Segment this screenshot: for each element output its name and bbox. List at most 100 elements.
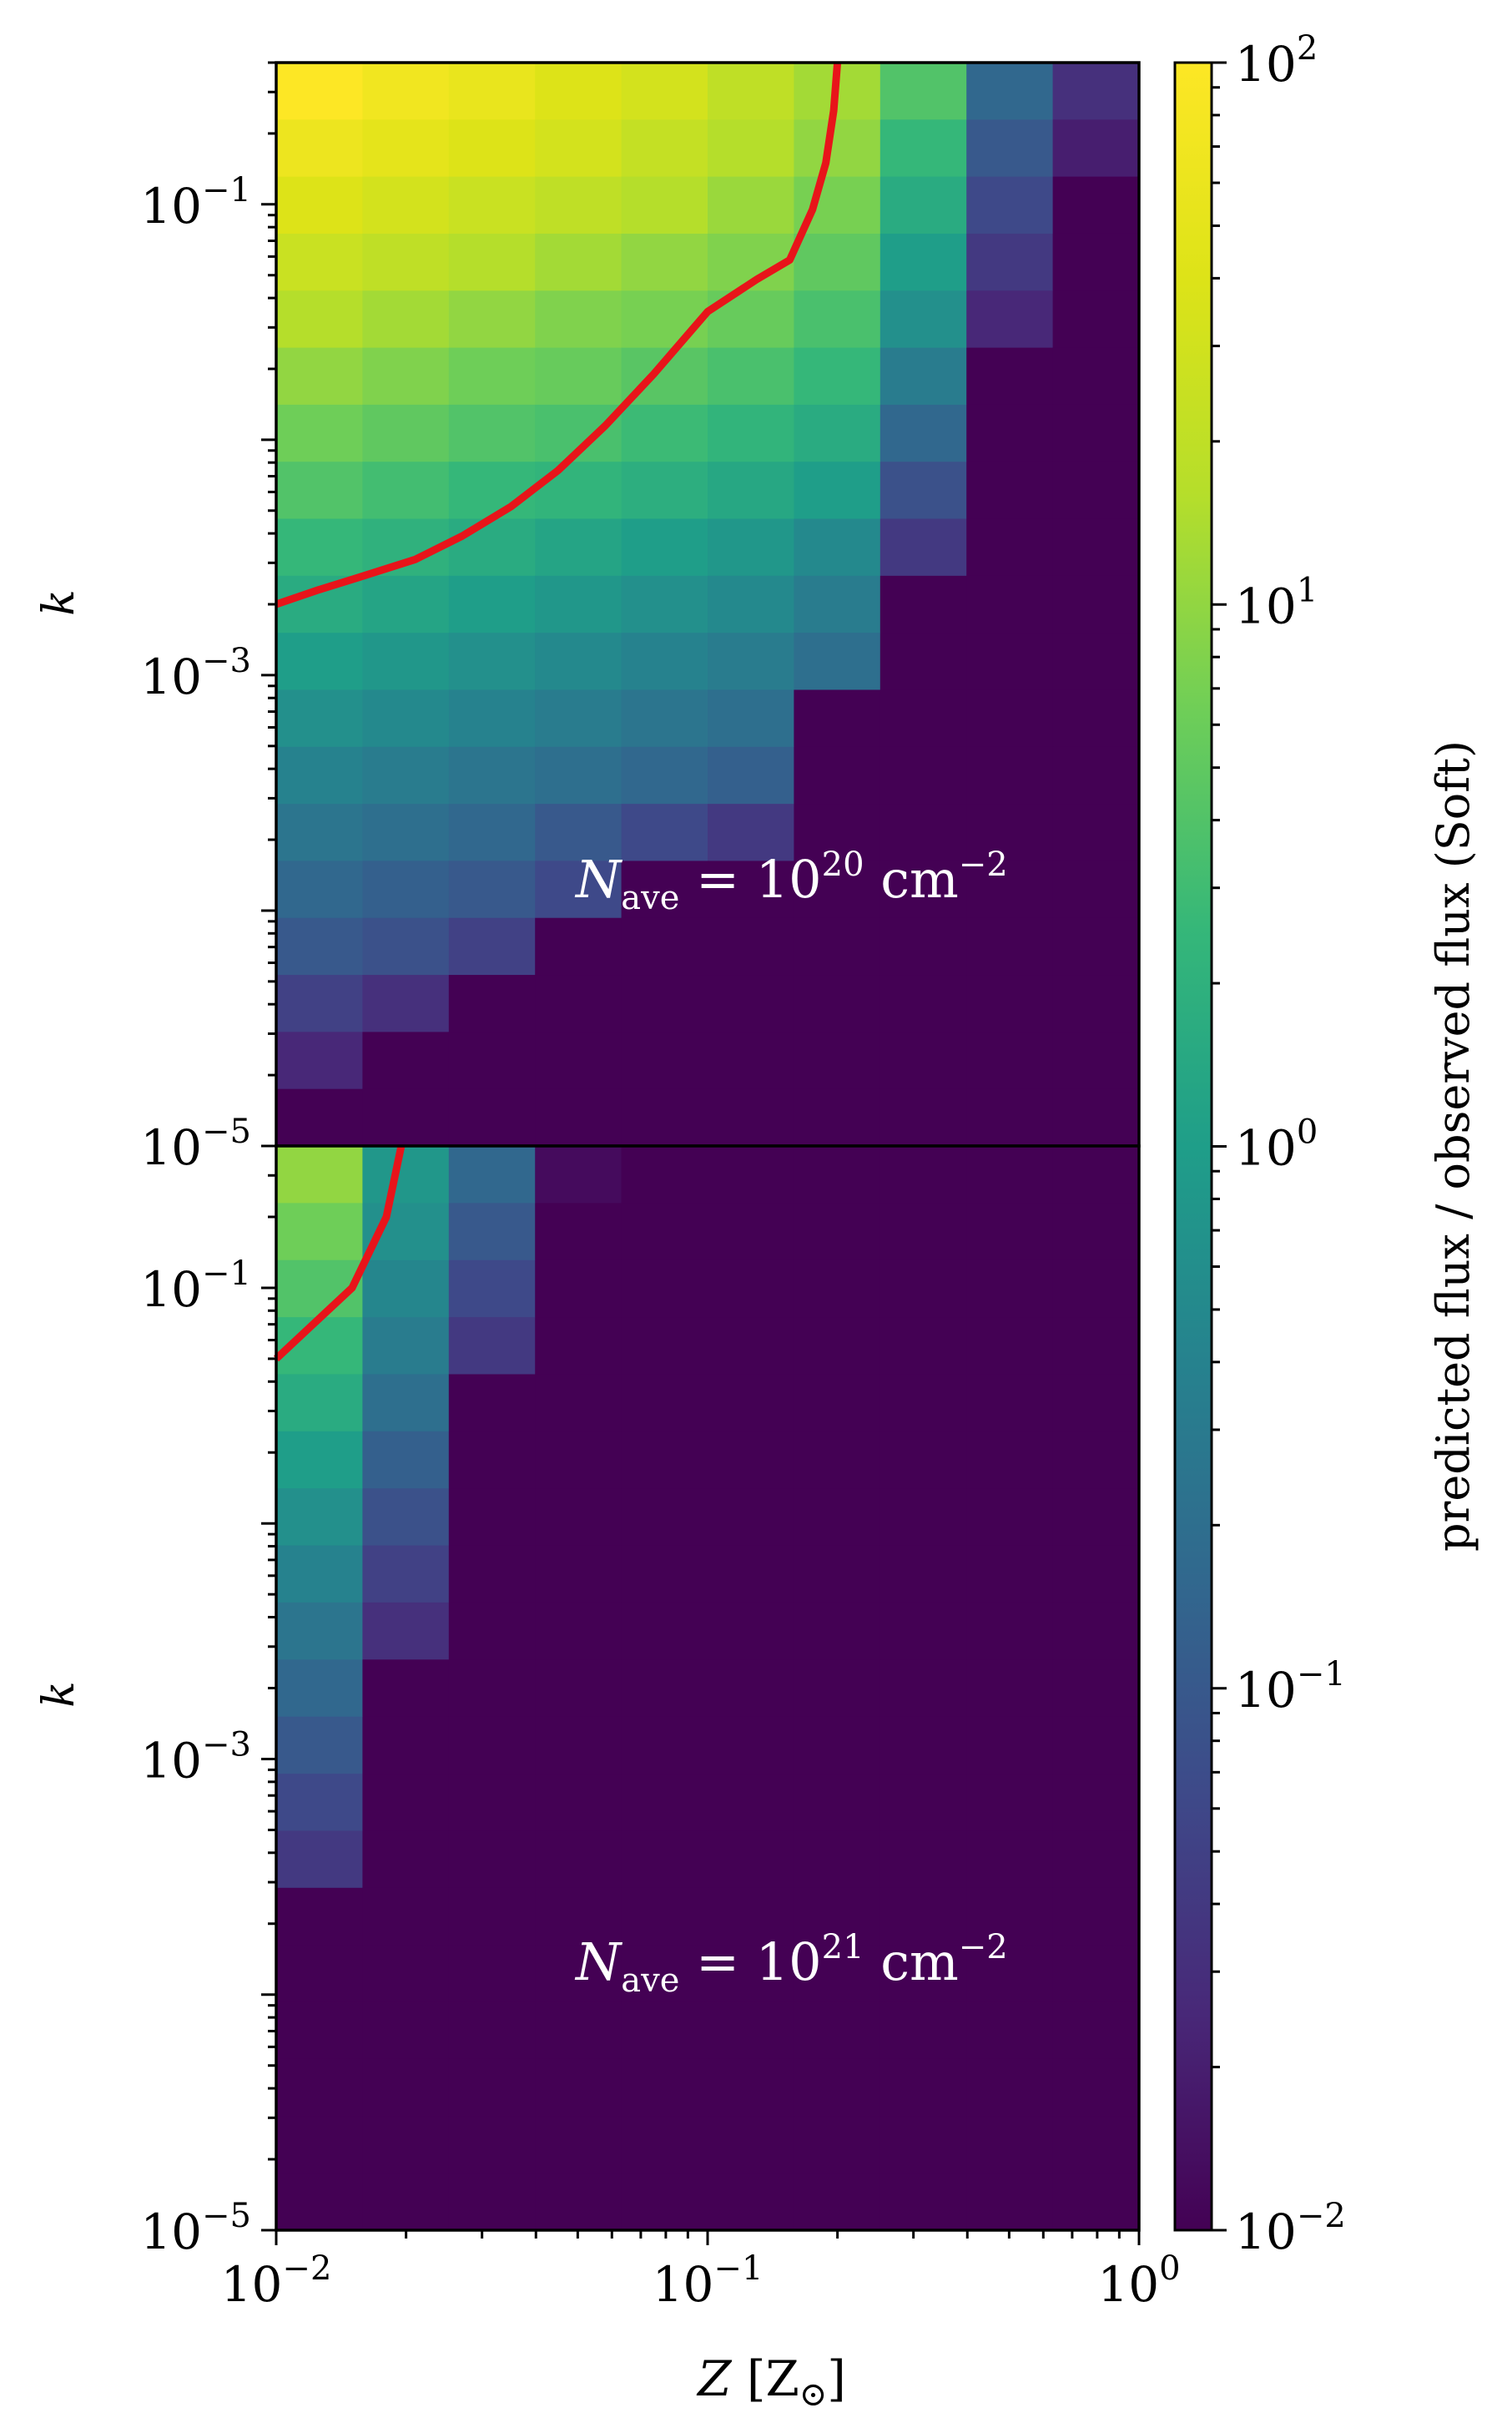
heatmap-cell (879, 1716, 967, 1774)
bottom-contour-line (273, 1145, 406, 1362)
heatmap-cell (966, 633, 1054, 691)
heatmap-cell (276, 1488, 363, 1547)
heatmap-cell (879, 1088, 967, 1147)
heatmap-cell (879, 861, 967, 919)
heatmap-cell (276, 63, 363, 120)
heatmap-cell (1052, 2058, 1140, 2117)
heatmap-cell (535, 975, 622, 1032)
heatmap-cell (794, 1830, 881, 1889)
heatmap-cell (1052, 462, 1140, 520)
heatmap-cell (879, 1317, 967, 1376)
heatmap-cell (1052, 233, 1140, 291)
heatmap-cell (879, 1032, 967, 1090)
heatmap-cell (794, 1032, 881, 1090)
heatmap-cell (1052, 176, 1140, 235)
heatmap-cell (362, 861, 450, 919)
heatmap-cell (879, 1887, 967, 1946)
top-annot-exp: 20 (822, 846, 864, 884)
heatmap-cell (535, 1203, 622, 1261)
heatmap-cell (1052, 1259, 1140, 1318)
heatmap-cell (794, 2116, 881, 2174)
heatmap-cell (966, 861, 1054, 919)
bottom-axes: 10−1 10−3 10−510−2 10−1 100 (140, 1144, 1181, 2313)
heatmap-cell (708, 462, 794, 520)
heatmap-cell (448, 1374, 536, 1432)
heatmap-cell (276, 1203, 363, 1261)
heatmap-cell (535, 1488, 622, 1547)
heatmap-cell (276, 518, 363, 577)
heatmap-cell (966, 404, 1054, 462)
heatmap-cell (276, 347, 363, 406)
heatmap-cell (362, 233, 450, 291)
heatmap-cell (708, 2116, 794, 2174)
cbar-tick-label: 10−1 (1235, 1655, 1346, 1719)
heatmap-cell (448, 462, 536, 520)
heatmap-cell (448, 1659, 536, 1718)
heatmap-cell (708, 575, 794, 634)
heatmap-cell (966, 518, 1054, 577)
heatmap-cell (276, 861, 363, 919)
colorbar-label: predicted flux / observed flux (Soft) (1427, 740, 1479, 1552)
heatmap-cell (708, 347, 794, 406)
heatmap-cell (1052, 1374, 1140, 1432)
heatmap-cell (276, 1945, 363, 2003)
heatmap-cell (621, 1431, 708, 1489)
heatmap-cell (1052, 2173, 1140, 2231)
heatmap-cell (535, 1146, 622, 1204)
heatmap-cell (794, 1887, 881, 1946)
heatmap-cell (621, 804, 708, 862)
heatmap-cell (708, 119, 794, 178)
heatmap-cell (276, 176, 363, 235)
heatmap-cell (708, 975, 794, 1032)
heatmap-cell (1052, 1545, 1140, 1603)
heatmap-cell (448, 1774, 536, 1832)
heatmap-cell (708, 63, 794, 120)
x-tick-label: 10−1 (653, 2249, 764, 2313)
heatmap-cell (621, 1374, 708, 1432)
heatmap-cell (879, 1545, 967, 1603)
heatmap-cell (276, 1830, 363, 1889)
colorbar-ticks: 10−2 10−1 100 101 102 (1212, 29, 1346, 2260)
heatmap-cell (276, 1887, 363, 1946)
heatmap-cell (621, 1602, 708, 1660)
heatmap-cell (276, 1146, 363, 1204)
heatmap-cell (621, 1488, 708, 1547)
heatmap-cell (362, 2116, 450, 2174)
heatmap-cell (448, 1830, 536, 1889)
heatmap-cell (879, 1146, 967, 1204)
heatmap-cell (535, 290, 622, 349)
heatmap-cell (276, 1774, 363, 1832)
heatmap-cell (448, 2173, 536, 2231)
heatmap-cell (708, 404, 794, 462)
heatmap-cell (535, 462, 622, 520)
heatmap-cell (794, 1146, 881, 1204)
heatmap-cell (708, 1032, 794, 1090)
heatmap-cell (276, 804, 363, 862)
heatmap-cell (448, 63, 536, 120)
heatmap-cell (966, 1203, 1054, 1261)
heatmap-cell (362, 1431, 450, 1489)
heatmap-cell (966, 2058, 1054, 2117)
heatmap-cell (448, 1203, 536, 1261)
heatmap-cell (362, 1088, 450, 1147)
heatmap-cell (276, 975, 363, 1032)
heatmap-cell (966, 1659, 1054, 1718)
heatmap-cell (1052, 347, 1140, 406)
heatmap-cell (879, 746, 967, 805)
heatmap-cell (1052, 1830, 1140, 1889)
heatmap-cell (621, 917, 708, 976)
cbar-tick-label: 100 (1235, 1113, 1318, 1177)
heatmap-cell (362, 1032, 450, 1090)
heatmap-cell (708, 1545, 794, 1603)
x-tick-label: 100 (1097, 2249, 1180, 2313)
heatmap-cell (362, 633, 450, 691)
heatmap-cell (1052, 1146, 1140, 1204)
heatmap-cell (708, 1317, 794, 1376)
heatmap-cell (535, 575, 622, 634)
heatmap-cell (708, 1431, 794, 1489)
heatmap-cell (362, 1146, 450, 1204)
heatmap-cell (966, 689, 1054, 748)
heatmap-cell (448, 1488, 536, 1547)
heatmap-cell (794, 1602, 881, 1660)
